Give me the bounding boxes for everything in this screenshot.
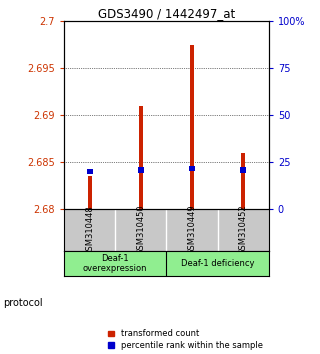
Legend: transformed count, percentile rank within the sample: transformed count, percentile rank withi… — [108, 329, 263, 350]
Text: GSM310450: GSM310450 — [136, 205, 145, 256]
Text: protocol: protocol — [3, 298, 43, 308]
Bar — [189, 166, 195, 171]
Text: GSM310449: GSM310449 — [188, 205, 196, 256]
Text: Deaf-1
overexpression: Deaf-1 overexpression — [83, 254, 148, 273]
Bar — [138, 167, 144, 173]
Bar — [86, 169, 93, 175]
Title: GDS3490 / 1442497_at: GDS3490 / 1442497_at — [98, 7, 235, 20]
Bar — [190, 45, 194, 209]
Bar — [240, 167, 246, 173]
Text: GSM310448: GSM310448 — [85, 205, 94, 256]
Bar — [139, 106, 143, 209]
Text: Deaf-1 deficiency: Deaf-1 deficiency — [181, 259, 254, 268]
Text: GSM310452: GSM310452 — [239, 205, 248, 256]
Bar — [241, 153, 245, 209]
Bar — [88, 176, 92, 209]
